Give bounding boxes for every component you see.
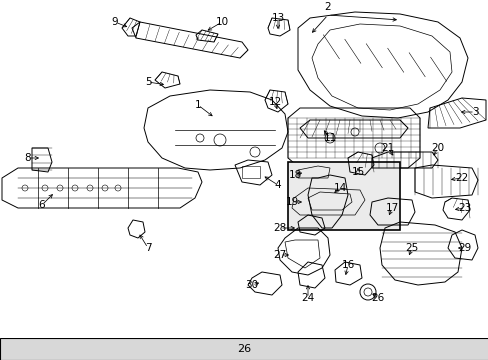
Text: 12: 12 <box>268 97 281 107</box>
Text: 10: 10 <box>215 17 228 27</box>
Bar <box>242 166 260 178</box>
Text: 9: 9 <box>111 17 118 27</box>
Text: 7: 7 <box>144 243 151 253</box>
Text: 11: 11 <box>323 133 336 143</box>
Text: 1: 1 <box>194 100 201 110</box>
Text: 25: 25 <box>405 243 418 253</box>
Text: 16: 16 <box>341 260 354 270</box>
Text: 19: 19 <box>285 197 298 207</box>
Text: 8: 8 <box>24 153 31 163</box>
Text: 24: 24 <box>301 293 314 303</box>
Text: 18: 18 <box>288 170 301 180</box>
Text: 14: 14 <box>333 183 346 193</box>
Text: 23: 23 <box>457 203 470 213</box>
Text: 30: 30 <box>245 280 258 290</box>
Text: 28: 28 <box>273 223 286 233</box>
Text: 2: 2 <box>324 2 331 12</box>
Text: 3: 3 <box>471 107 477 117</box>
Text: 20: 20 <box>430 143 444 153</box>
Text: 6: 6 <box>39 200 45 210</box>
Text: 21: 21 <box>381 143 394 153</box>
Text: 17: 17 <box>385 203 398 213</box>
Text: 13: 13 <box>271 13 284 23</box>
Text: 15: 15 <box>351 167 364 177</box>
Text: 5: 5 <box>144 77 151 87</box>
Bar <box>287 162 399 230</box>
Text: 26: 26 <box>237 344 251 354</box>
Text: 27: 27 <box>273 250 286 260</box>
Text: 29: 29 <box>457 243 470 253</box>
Text: 4: 4 <box>274 180 281 190</box>
Text: 26: 26 <box>370 293 384 303</box>
Text: 22: 22 <box>454 173 468 183</box>
